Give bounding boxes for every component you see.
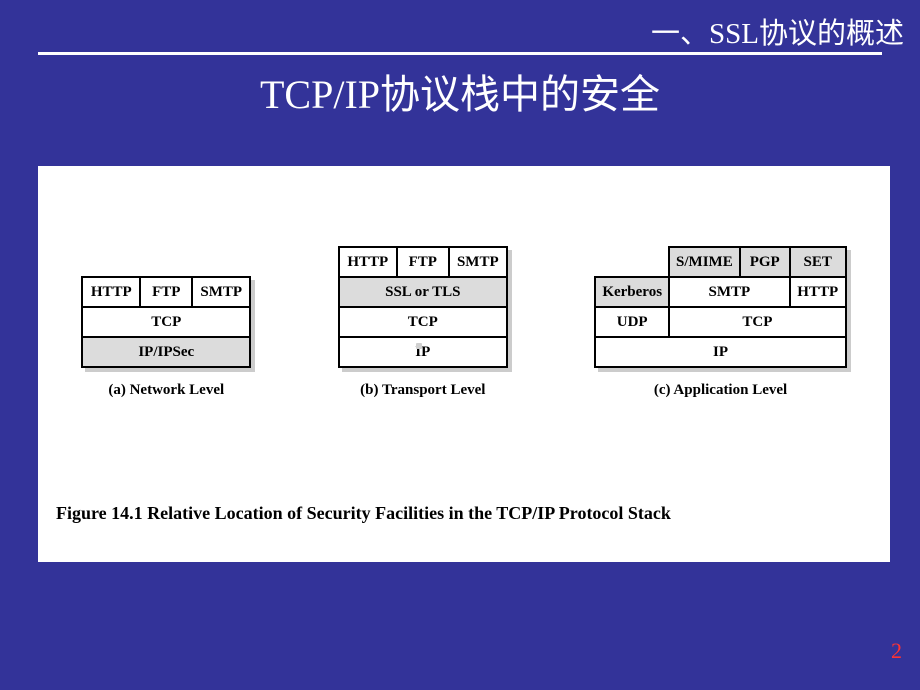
cell-kerberos: Kerberos — [595, 277, 669, 307]
divider — [38, 52, 882, 55]
diagram-row: HTTP FTP SMTP TCP IP/IPSec (a) Network L… — [38, 246, 890, 399]
cell-ip: IP — [595, 337, 845, 367]
stack-network-level: HTTP FTP SMTP TCP IP/IPSec (a) Network L… — [81, 276, 251, 399]
caption-c: (c) Application Level — [654, 382, 787, 399]
cell-smtp: SMTP — [192, 277, 250, 307]
cell-ip: IP — [339, 337, 507, 367]
caption-a: (a) Network Level — [108, 382, 224, 399]
cell-http: HTTP — [339, 247, 397, 277]
cell-http: HTTP — [82, 277, 140, 307]
stack-c-table: S/MIME PGP SET Kerberos SMTP HTTP UDP TC… — [594, 246, 846, 368]
cell-smtp: SMTP — [669, 277, 790, 307]
cell-udp: UDP — [595, 307, 669, 337]
cell-set: SET — [790, 247, 846, 277]
stack-transport-level: HTTP FTP SMTP SSL or TLS TCP IP (b) Tran… — [338, 246, 508, 399]
cell-http: HTTP — [790, 277, 846, 307]
cell-tcp: TCP — [339, 307, 507, 337]
cell-ssl-tls: SSL or TLS — [339, 277, 507, 307]
page-title: TCP/IP协议栈中的安全 — [0, 62, 920, 120]
cell-tcp: TCP — [82, 307, 250, 337]
cell-smtp: SMTP — [449, 247, 507, 277]
cell-kerberos-empty — [595, 247, 669, 277]
stack-a-table: HTTP FTP SMTP TCP IP/IPSec — [81, 276, 251, 368]
figure-panel: HTTP FTP SMTP TCP IP/IPSec (a) Network L… — [38, 166, 890, 562]
cell-ftp: FTP — [397, 247, 449, 277]
breadcrumb-header: 一、SSL协议的概述 — [651, 10, 904, 52]
stack-application-level: S/MIME PGP SET Kerberos SMTP HTTP UDP TC… — [594, 246, 846, 399]
caption-b: (b) Transport Level — [360, 382, 485, 399]
page-number: 2 — [891, 638, 902, 664]
dot-icon — [416, 343, 422, 349]
figure-caption: Figure 14.1 Relative Location of Securit… — [56, 503, 671, 524]
cell-tcp: TCP — [669, 307, 846, 337]
stack-b-table: HTTP FTP SMTP SSL or TLS TCP IP — [338, 246, 508, 368]
cell-pgp: PGP — [740, 247, 790, 277]
cell-ipsec: IP/IPSec — [82, 337, 250, 367]
cell-smime: S/MIME — [669, 247, 740, 277]
cell-ftp: FTP — [140, 277, 192, 307]
